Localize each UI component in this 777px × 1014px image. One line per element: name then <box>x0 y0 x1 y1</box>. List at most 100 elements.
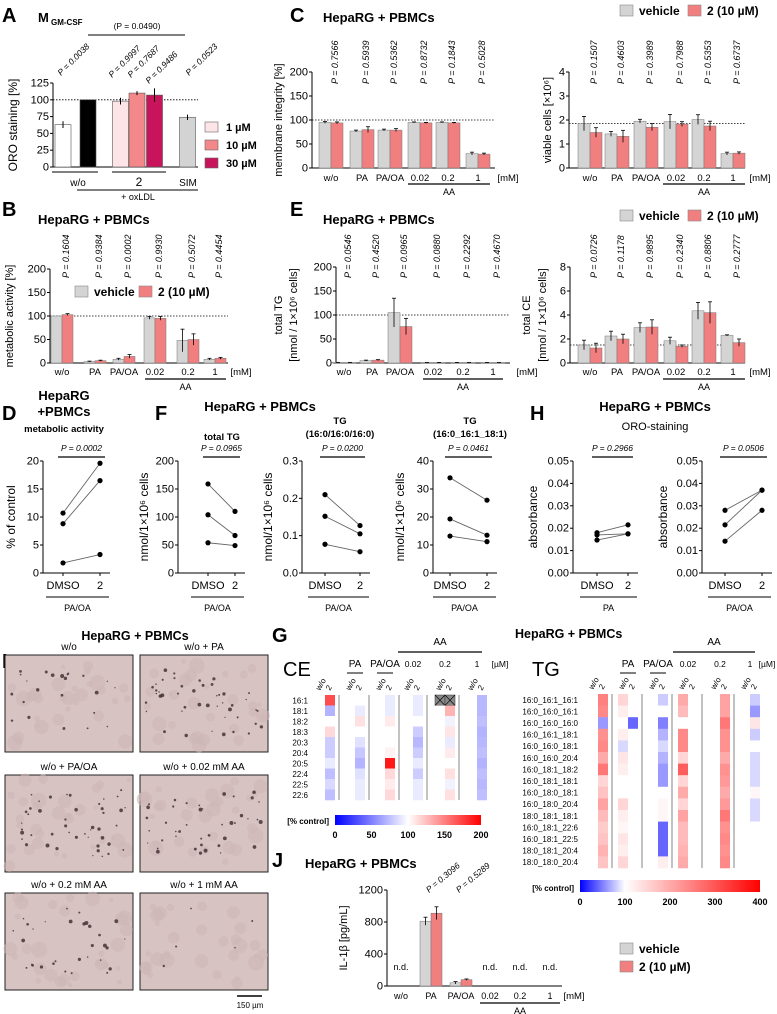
bar-vehicle <box>604 133 618 169</box>
x-bracket-label: + oxLDL <box>121 192 155 202</box>
heatmap-cell <box>618 728 628 741</box>
heatmap-cell <box>688 856 698 869</box>
heatmap-cell <box>688 694 698 706</box>
heatmap-cell <box>403 758 413 769</box>
cell-texture <box>230 777 239 786</box>
column-label: 2 <box>384 683 394 692</box>
data-point <box>759 507 765 513</box>
heatmap-cell <box>588 775 598 788</box>
column-label: 2 <box>719 682 729 691</box>
cell-texture <box>54 851 60 857</box>
y-tick-label: 0 <box>302 163 308 175</box>
lipid-deposit <box>66 673 69 676</box>
column-label: 2 <box>657 682 667 691</box>
heatmap-cell <box>688 763 698 776</box>
bar-vehicle <box>419 920 432 987</box>
data-point <box>594 532 600 538</box>
cell-texture <box>247 827 264 844</box>
cell-texture <box>52 713 65 726</box>
lipid-deposit <box>64 818 67 821</box>
bar-compound2 <box>61 314 74 364</box>
cell-texture <box>248 707 258 717</box>
panel-title: HepaRG + PBMCs <box>599 399 711 414</box>
heatmap-cell <box>678 752 688 764</box>
cell-texture <box>54 976 66 988</box>
cell-texture <box>231 806 240 814</box>
lipid-deposit <box>198 807 203 812</box>
bar-compound2 <box>447 122 461 169</box>
cell-texture <box>14 895 29 910</box>
group-header: 0.2 <box>439 659 451 669</box>
heatmap-cell <box>648 705 658 718</box>
p-value: P = 0.4603 <box>616 41 626 84</box>
heatmap-cell <box>385 779 395 790</box>
pair-line <box>596 533 629 541</box>
row-label: 20:5 <box>292 759 308 768</box>
y-tick-label: 4 <box>560 310 566 322</box>
y-tick-label: 0 <box>33 568 39 580</box>
y-tick-label: 50 <box>162 540 174 552</box>
colorbar-tick: 100 <box>617 897 632 907</box>
y-tick-label: 100 <box>290 115 308 127</box>
cell-texture <box>90 844 96 850</box>
panel-title: +PBMCs <box>37 404 90 419</box>
cell-texture <box>15 738 22 745</box>
heatmap-cell <box>750 694 760 706</box>
column-label: 2 <box>597 682 607 691</box>
lipid-deposit <box>38 808 42 813</box>
cell-texture <box>99 837 106 844</box>
data-point <box>625 522 631 528</box>
lipid-deposit <box>200 843 203 847</box>
heatmap-cell <box>628 694 638 706</box>
heatmap-cell <box>355 695 365 706</box>
lipid-deposit <box>161 839 164 842</box>
heatmap-cell <box>598 786 608 799</box>
lipid-deposit <box>26 922 29 926</box>
micrograph <box>136 774 269 873</box>
lipid-deposit <box>222 836 227 841</box>
cell-texture <box>234 922 247 935</box>
heatmap-cell <box>648 694 658 706</box>
p-value: P = 0.0038 <box>55 41 91 77</box>
heatmap-cell <box>403 747 413 759</box>
lipid-deposit <box>77 957 81 961</box>
colorbar-tick: 0 <box>577 897 582 907</box>
lipid-deposit <box>193 847 197 851</box>
heatmap-cell <box>750 740 760 753</box>
lipid-deposit <box>200 837 203 840</box>
lipid-deposit <box>84 833 86 835</box>
p-value: P = 0.0002 <box>61 443 102 453</box>
bar-compound2 <box>703 125 717 169</box>
heatmap-cell <box>618 856 628 869</box>
lipid-deposit <box>192 689 196 693</box>
lipid-deposit <box>148 830 151 832</box>
lipid-deposit <box>173 677 176 680</box>
lipid-deposit <box>27 813 30 816</box>
heatmap-cell <box>618 844 628 857</box>
p-value: P = 0.5939 <box>361 41 371 84</box>
heatmap-cell <box>710 856 720 869</box>
lipid-deposit <box>203 848 208 853</box>
row-label: 20:3 <box>292 738 308 747</box>
lipid-deposit <box>245 698 247 701</box>
heatmap-cell <box>598 833 608 846</box>
cell-texture <box>136 791 153 807</box>
heatmap-cell <box>688 740 698 753</box>
lipid-deposit <box>98 933 101 937</box>
heatmap-cell <box>375 705 385 717</box>
legend-label: vehicle <box>639 942 680 956</box>
lipid-deposit <box>86 727 89 730</box>
lipid-deposit <box>99 959 102 961</box>
lipid-deposit <box>102 811 105 815</box>
heatmap-cell <box>750 763 760 776</box>
cell-texture <box>35 977 42 984</box>
lipid-deposit <box>114 919 119 924</box>
lipid-deposit <box>24 843 29 847</box>
lipid-deposit <box>181 710 183 712</box>
p-value: P = 0.2966 <box>592 443 633 453</box>
lipid-deposit <box>252 790 256 795</box>
heatmap-cell <box>477 747 487 759</box>
cell-texture <box>118 734 133 749</box>
row-label: 16:0_16:0_16:0 <box>522 719 578 728</box>
heatmap-cell <box>467 747 477 759</box>
